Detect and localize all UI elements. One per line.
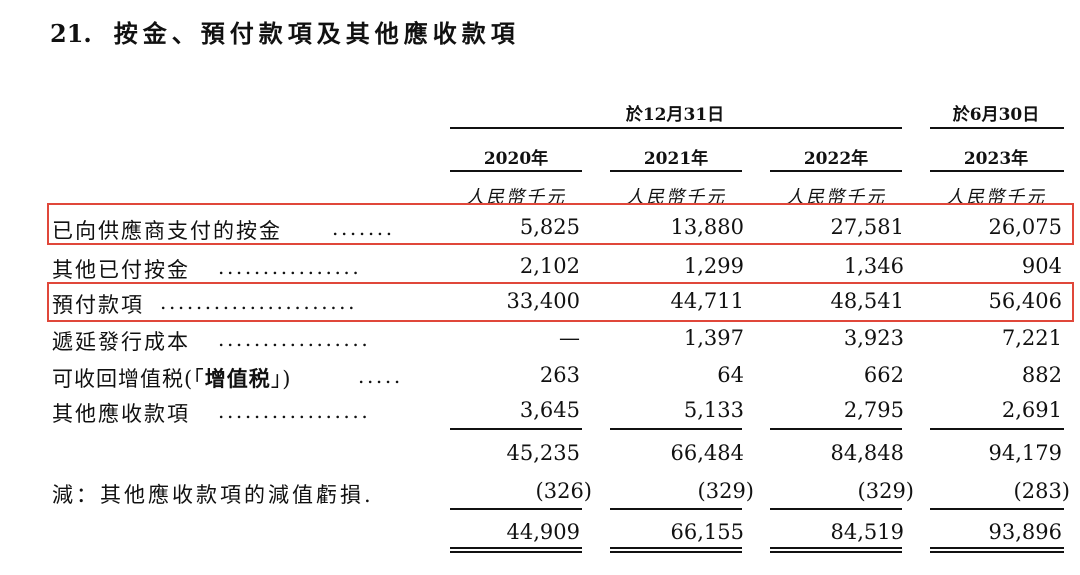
- impairment-cell: (329): [697, 479, 754, 503]
- leader-dots: .....: [358, 364, 403, 388]
- table-cell: 44,711: [670, 289, 744, 313]
- table-cell: 5,825: [519, 215, 580, 239]
- label-text: 可收回增值税(「: [52, 367, 205, 391]
- total-cell: 84,519: [830, 520, 904, 544]
- table-cell: 48,541: [830, 289, 904, 313]
- total-double-underline: [770, 547, 902, 553]
- total-cell: 93,896: [988, 520, 1062, 544]
- table-cell: 662: [863, 363, 904, 387]
- total-double-underline: [930, 547, 1064, 553]
- impairment-label: 減：其他應收款項的減值虧損.: [52, 483, 374, 507]
- unit-label-2023: 人民幣千元: [946, 187, 1046, 208]
- impairment-cell: (326): [535, 479, 592, 503]
- year-line-2022: [770, 170, 902, 172]
- table-cell: 26,075: [988, 215, 1062, 239]
- table-cell: 2,691: [1001, 398, 1062, 422]
- year-header-2021: 2021年: [643, 149, 709, 169]
- total-top-line: [610, 508, 742, 510]
- table-cell: 56,406: [988, 289, 1062, 313]
- table-cell: 1,346: [843, 254, 904, 278]
- total-cell: 66,155: [670, 520, 744, 544]
- total-top-line: [770, 508, 902, 510]
- total-top-line: [930, 508, 1064, 510]
- table-cell: 2,102: [519, 254, 580, 278]
- highlight-box-prepayments: [47, 282, 1074, 322]
- table-cell: 3,923: [843, 326, 904, 350]
- subtotal-cell: 84,848: [830, 441, 904, 465]
- table-cell: 27,581: [830, 215, 904, 239]
- leader-dots: .................: [218, 399, 371, 423]
- table-cell: 882: [1021, 363, 1062, 387]
- year-header-2022: 2022年: [803, 149, 869, 169]
- table-cell: 64: [717, 363, 744, 387]
- table-row-label: 預付款項: [52, 293, 144, 317]
- total-double-underline: [610, 547, 742, 553]
- year-line-2020: [450, 170, 582, 172]
- table-row-label: 可收回增值税(「增值税」): [52, 363, 291, 393]
- period-line-jun30: [930, 127, 1064, 129]
- section-title: 21. 按金、預付款項及其他應收款項: [50, 14, 520, 49]
- year-line-2023: [930, 170, 1064, 172]
- total-top-line: [450, 508, 582, 510]
- section-number: 21.: [50, 19, 92, 48]
- table-row-label: 其他應收款項: [52, 402, 190, 426]
- label-bold-text: 增值税: [204, 366, 271, 391]
- leader-dots: .................: [218, 327, 371, 351]
- period-header-jun30: 於6月30日: [952, 105, 1040, 125]
- leader-dots: .......: [332, 216, 395, 240]
- unit-label-2021: 人民幣千元: [626, 187, 726, 208]
- total-cell: 44,909: [506, 520, 580, 544]
- table-row-label: 遞延發行成本: [52, 330, 190, 354]
- period-line-dec31: [450, 127, 902, 129]
- total-double-underline: [450, 547, 582, 553]
- table-cell: 33,400: [506, 289, 580, 313]
- highlight-box-supplier-deposits: [47, 203, 1074, 245]
- unit-label-2022: 人民幣千元: [786, 187, 886, 208]
- period-header-dec31: 於12月31日: [625, 105, 725, 125]
- subtotal-line: [770, 428, 902, 430]
- impairment-cell: (283): [1013, 479, 1070, 503]
- year-header-2023: 2023年: [963, 149, 1029, 169]
- year-header-2020: 2020年: [483, 149, 549, 169]
- impairment-cell: (329): [857, 479, 914, 503]
- subtotal-line: [610, 428, 742, 430]
- subtotal-line: [930, 428, 1064, 430]
- table-cell: 1,299: [683, 254, 744, 278]
- table-row-label: 已向供應商支付的按金: [52, 219, 282, 243]
- label-text: 」): [270, 367, 292, 391]
- subtotal-line: [450, 428, 582, 430]
- table-cell: 3,645: [519, 398, 580, 422]
- section-title-text: 按金、預付款項及其他應收款項: [113, 19, 520, 48]
- table-cell: 2,795: [843, 398, 904, 422]
- table-cell: —: [559, 326, 580, 350]
- subtotal-cell: 45,235: [506, 441, 580, 465]
- table-row-label: 其他已付按金: [52, 258, 190, 282]
- unit-label-2020: 人民幣千元: [466, 187, 566, 208]
- leader-dots: ......................: [160, 290, 358, 314]
- year-line-2021: [610, 170, 742, 172]
- subtotal-cell: 66,484: [670, 441, 744, 465]
- table-cell: 263: [539, 363, 580, 387]
- table-cell: 13,880: [670, 215, 744, 239]
- table-cell: 904: [1021, 254, 1062, 278]
- table-cell: 5,133: [683, 398, 744, 422]
- subtotal-cell: 94,179: [988, 441, 1062, 465]
- table-cell: 7,221: [1001, 326, 1062, 350]
- leader-dots: ................: [218, 255, 362, 279]
- table-cell: 1,397: [683, 326, 744, 350]
